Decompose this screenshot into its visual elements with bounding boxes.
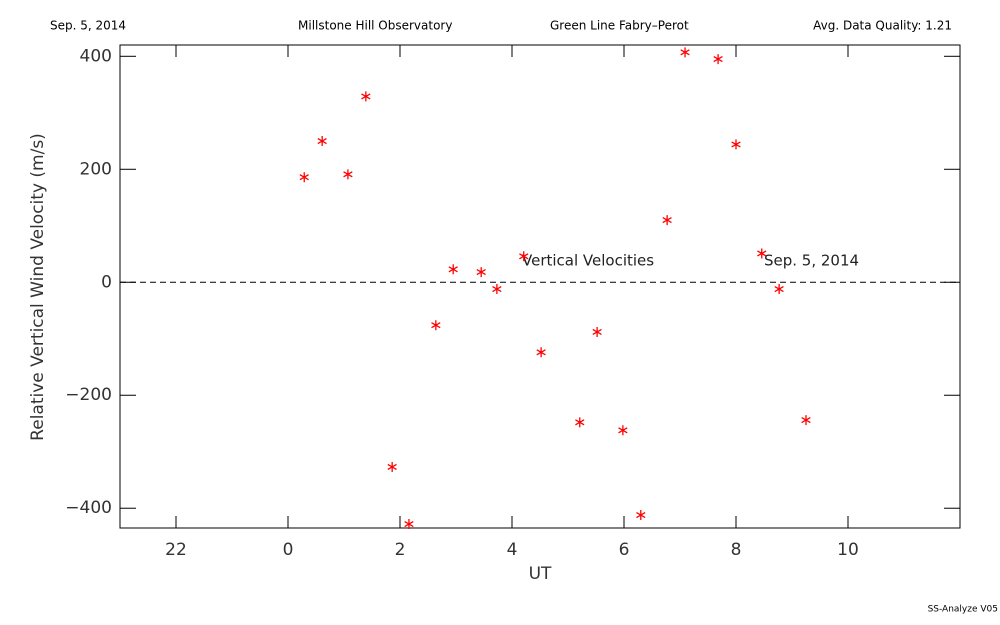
data-point [801,415,811,426]
annotation: Vertical Velocities [522,252,654,270]
data-point [662,215,672,226]
data-point [774,284,784,295]
y-tick-label: −200 [65,385,112,405]
data-point [431,320,441,331]
plot-frame [119,44,961,529]
data-point [317,136,327,147]
x-tick-label: 10 [837,540,859,560]
x-tick-label: 2 [395,540,406,560]
y-tick-label: 400 [80,46,112,66]
data-point [387,461,397,472]
data-point [592,326,602,337]
x-tick-label: 6 [619,540,630,560]
header-date: Sep. 5, 2014 [50,19,126,33]
data-point [343,169,353,180]
header-instrument: Green Line Fabry–Perot [550,19,689,33]
x-tick-label: 22 [165,540,187,560]
y-axis-label: Relative Vertical Wind Velocity (m/s) [28,133,48,441]
x-tick-label: 0 [283,540,294,560]
data-point [361,91,371,102]
x-axis-label: UT [529,564,552,584]
header-quality: Avg. Data Quality: 1.21 [813,19,952,33]
data-point [575,417,585,428]
annotation: Sep. 5, 2014 [764,252,859,270]
data-point [519,251,529,262]
data-point [636,510,646,521]
y-tick-label: 200 [80,159,112,179]
data-point [492,284,502,295]
x-tick-label: 8 [731,540,742,560]
data-point [448,264,458,275]
data-point [299,172,309,183]
data-point [757,248,767,259]
x-tick-label: 4 [507,540,518,560]
footer: SS-Analyze V05 [928,605,998,615]
data-point [536,347,546,358]
y-tick-label: −400 [65,498,112,518]
header-observatory: Millstone Hill Observatory [298,19,452,33]
data-point [618,425,628,436]
data-point [713,54,723,65]
data-point [476,267,486,278]
data-point [731,139,741,150]
data-point [404,519,414,530]
y-tick-label: 0 [101,272,112,292]
data-point [680,47,690,58]
